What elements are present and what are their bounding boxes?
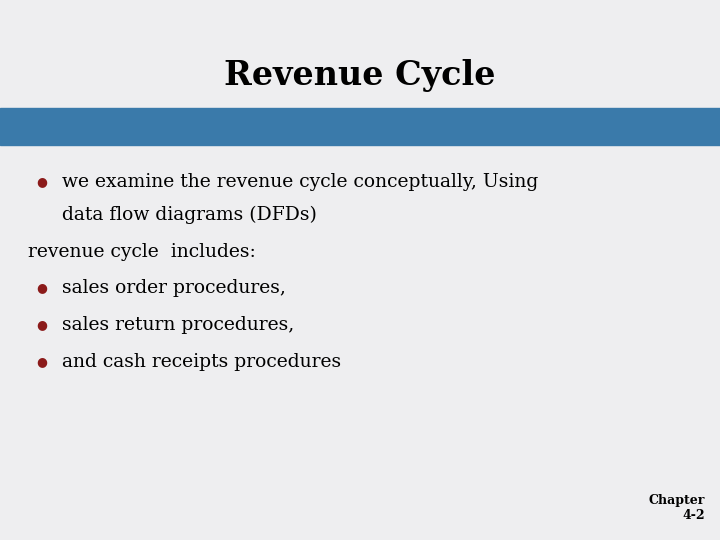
Text: sales order procedures,: sales order procedures, bbox=[62, 279, 286, 297]
Text: ●: ● bbox=[37, 319, 48, 332]
Text: ●: ● bbox=[37, 281, 48, 294]
Text: we examine the revenue cycle conceptually, Using: we examine the revenue cycle conceptuall… bbox=[62, 173, 539, 191]
Text: ●: ● bbox=[37, 355, 48, 368]
Text: revenue cycle  includes:: revenue cycle includes: bbox=[28, 243, 256, 261]
Text: Revenue Cycle: Revenue Cycle bbox=[224, 58, 496, 91]
Bar bbox=[0, 108, 720, 145]
Text: data flow diagrams (DFDs): data flow diagrams (DFDs) bbox=[62, 206, 317, 224]
Text: Chapter
4-2: Chapter 4-2 bbox=[649, 494, 705, 522]
Text: and cash receipts procedures: and cash receipts procedures bbox=[62, 353, 341, 371]
Text: ●: ● bbox=[37, 176, 48, 188]
Text: sales return procedures,: sales return procedures, bbox=[62, 316, 294, 334]
